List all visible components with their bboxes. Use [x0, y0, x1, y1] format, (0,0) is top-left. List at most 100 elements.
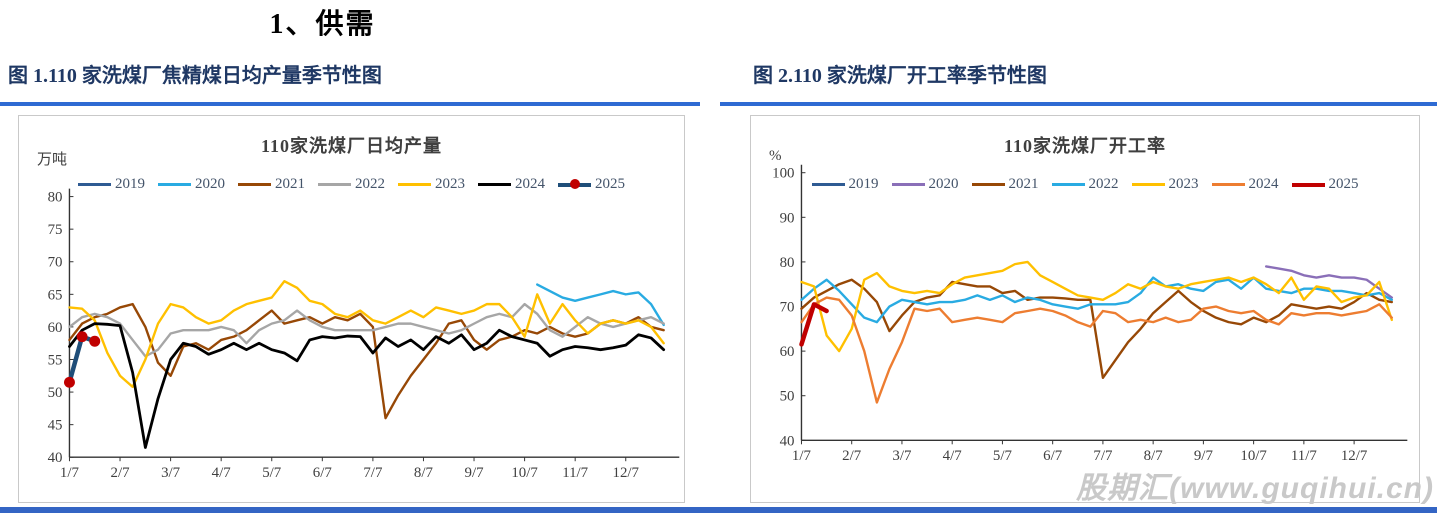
production-line-chart: 40 45 50 55 60 65 70 75 80 1/7 2/7 3/7 4/7 5/7 6/7 7/7 8…	[48, 188, 680, 481]
legend-line-sample	[558, 179, 591, 189]
legend-label: 2020	[928, 176, 959, 192]
svg-text:70: 70	[780, 299, 795, 315]
heading-rule-right	[720, 102, 1437, 106]
operating-rate-line-chart: 40 50 60 70 80 90 100 1/7 2/7 3/7 4/7 5/7 6/7 7/7 8/7 9…	[772, 164, 1408, 464]
svg-text:5/7: 5/7	[993, 448, 1013, 464]
legend-line-sample	[1051, 183, 1085, 186]
figure-operating-rate: 图 2.110 家洗煤厂开工率季节性图 110家洗煤厂开工率 % 2019 202…	[720, 62, 1437, 503]
legend-item-2024: 2024	[1211, 176, 1279, 193]
legend-line-sample	[811, 183, 845, 186]
svg-text:12/7: 12/7	[1341, 448, 1368, 464]
legend-line-sample	[238, 183, 271, 186]
svg-text:5/7: 5/7	[262, 465, 282, 481]
svg-text:4/7: 4/7	[943, 448, 963, 464]
y-axis-unit-label: 万吨	[37, 152, 68, 168]
watermark: 股期汇(www.guqihui.cn)	[1076, 472, 1434, 505]
chart-title-operating-rate: 110家洗煤厂开工率	[1003, 136, 1166, 156]
figure-heading-production: 图 1.110 家洗煤厂焦精煤日均产量季节性图	[8, 65, 382, 87]
svg-text:12/7: 12/7	[612, 465, 639, 481]
legend-label: 2025	[595, 176, 625, 192]
svg-text:10/7: 10/7	[511, 465, 538, 481]
y-axis-unit-label: %	[769, 148, 782, 164]
chart-legend: 2019 2020 2021 2022 2023 2024 2025	[19, 176, 684, 193]
legend-label: 2024	[1248, 176, 1279, 192]
legend-line-sample	[1211, 183, 1245, 186]
legend-item-2021: 2021	[238, 176, 305, 193]
legend-label: 2021	[275, 176, 305, 192]
footer-rule	[0, 507, 1437, 513]
legend-item-2024: 2024	[478, 176, 545, 193]
svg-text:45: 45	[48, 418, 63, 434]
svg-text:11/7: 11/7	[1291, 448, 1317, 464]
legend-label: 2023	[1168, 176, 1199, 192]
legend-item-2022: 2022	[1051, 176, 1119, 193]
svg-text:7/7: 7/7	[1093, 448, 1113, 464]
legend-item-2025: 2025	[558, 176, 625, 193]
legend-item-2023: 2023	[398, 176, 465, 193]
svg-text:1/7: 1/7	[792, 448, 812, 464]
legend-line-sample	[158, 183, 191, 186]
legend-label: 2021	[1008, 176, 1039, 192]
legend-label: 2022	[1088, 176, 1119, 192]
svg-text:80: 80	[48, 190, 63, 206]
legend-line-sample	[971, 183, 1005, 186]
svg-text:8/7: 8/7	[1144, 448, 1164, 464]
svg-text:55: 55	[48, 352, 63, 368]
legend-line-sample	[1291, 182, 1325, 187]
svg-text:60: 60	[780, 344, 795, 360]
svg-text:70: 70	[48, 255, 63, 271]
legend-item-2023: 2023	[1131, 176, 1199, 193]
legend-item-2021: 2021	[971, 176, 1039, 193]
svg-text:75: 75	[48, 222, 63, 238]
legend-item-2025: 2025	[1291, 176, 1359, 193]
svg-text:90: 90	[780, 210, 795, 226]
legend-line-sample	[1131, 183, 1165, 186]
svg-text:40: 40	[48, 450, 63, 466]
legend-label: 2019	[115, 176, 145, 192]
svg-text:9/7: 9/7	[1194, 448, 1214, 464]
svg-text:50: 50	[780, 389, 795, 405]
legend-line-sample	[478, 183, 511, 186]
svg-text:6/7: 6/7	[313, 465, 333, 481]
legend-line-sample	[78, 183, 111, 186]
svg-text:11/7: 11/7	[562, 465, 588, 481]
svg-text:80: 80	[780, 255, 795, 271]
svg-text:7/7: 7/7	[363, 465, 383, 481]
legend-label: 2024	[515, 176, 545, 192]
svg-text:40: 40	[780, 433, 795, 449]
legend-label: 2025	[1328, 176, 1359, 192]
legend-line-sample	[398, 183, 431, 186]
legend-label: 2020	[195, 176, 225, 192]
chart-legend: 2019 2020 2021 2022 2023 2024 2025	[751, 176, 1419, 193]
legend-item-2019: 2019	[811, 176, 879, 193]
legend-label: 2019	[848, 176, 879, 192]
svg-text:10/7: 10/7	[1240, 448, 1267, 464]
chart-title-production: 110家洗煤厂日均产量	[260, 136, 442, 156]
legend-line-sample	[891, 183, 925, 186]
production-chart-card: 110家洗煤厂日均产量 万吨 2019 2020 2021 2022 2023 2024 2…	[18, 115, 685, 503]
legend-label: 2022	[355, 176, 385, 192]
svg-text:2/7: 2/7	[111, 465, 131, 481]
heading-rule-left	[0, 102, 700, 106]
operating-rate-chart-card: 110家洗煤厂开工率 % 2019 2020 2021 2022 2023 2024 202…	[750, 115, 1420, 503]
svg-text:2/7: 2/7	[842, 448, 862, 464]
svg-text:4/7: 4/7	[212, 465, 232, 481]
legend-item-2020: 2020	[158, 176, 225, 193]
svg-text:9/7: 9/7	[465, 465, 485, 481]
svg-text:1/7: 1/7	[60, 465, 80, 481]
svg-text:100: 100	[772, 166, 794, 182]
figure-production: 图 1.110 家洗煤厂焦精煤日均产量季节性图 110家洗煤厂日均产量 万吨 2…	[0, 62, 700, 503]
legend-label: 2023	[435, 176, 465, 192]
svg-text:3/7: 3/7	[892, 448, 912, 464]
svg-text:60: 60	[48, 320, 63, 336]
legend-line-sample	[318, 183, 351, 186]
svg-text:3/7: 3/7	[161, 465, 181, 481]
legend-item-2019: 2019	[78, 176, 145, 193]
svg-text:65: 65	[48, 287, 63, 303]
legend-item-2020: 2020	[891, 176, 959, 193]
legend-item-2022: 2022	[318, 176, 385, 193]
svg-text:50: 50	[48, 385, 63, 401]
figure-heading-operating-rate: 图 2.110 家洗煤厂开工率季节性图	[753, 65, 1047, 87]
svg-text:8/7: 8/7	[414, 465, 434, 481]
legend-marker-dot	[570, 179, 580, 189]
